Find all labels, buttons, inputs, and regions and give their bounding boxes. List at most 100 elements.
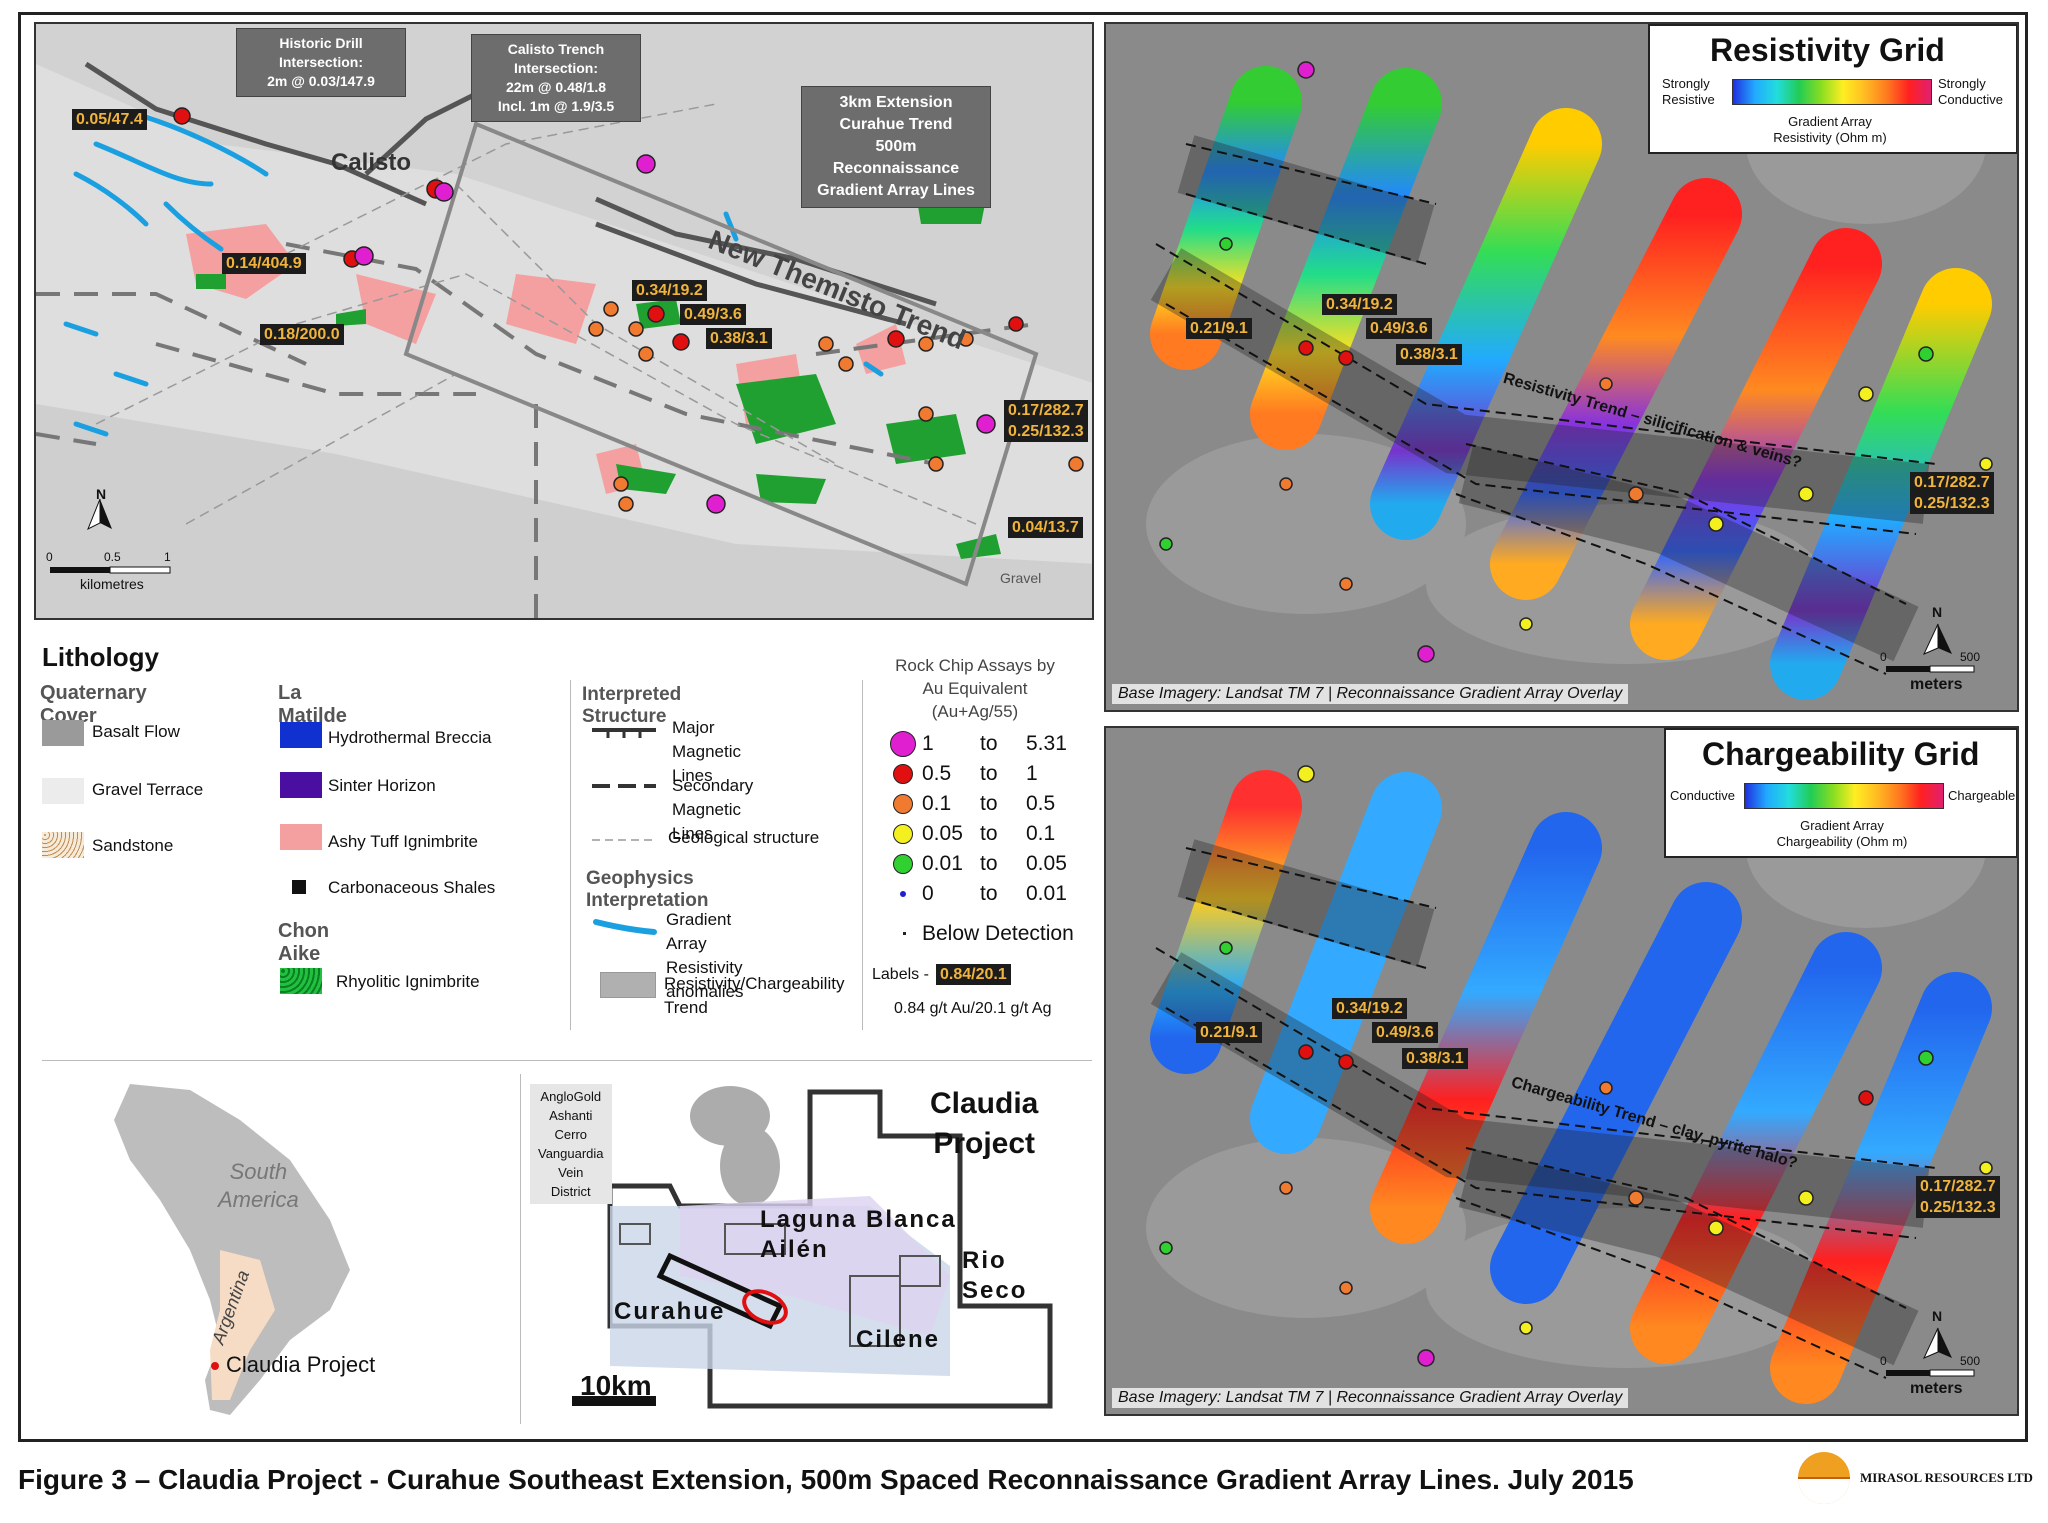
assay-class-from: 0.05: [922, 822, 963, 845]
chargeability-left-end: Conductive: [1670, 788, 1736, 803]
assay-class-dot: [893, 794, 913, 814]
resistivity-canvas: [1106, 24, 2017, 710]
scale-tick: 0.5: [104, 550, 121, 564]
legend-geo-structure: Geological structure: [668, 828, 820, 847]
calisto-label: Calisto: [331, 149, 412, 176]
assay-class-to: to: [980, 882, 998, 905]
resistivity-right-end: Strongly Conductive: [1938, 76, 2004, 107]
sinter-swatch: [280, 772, 322, 798]
legend-rhyolite: Rhyolitic Ignimbrite: [336, 972, 480, 991]
assay-class-to: to: [980, 792, 998, 815]
assay-class-to: to: [980, 732, 998, 755]
assay-label: 0.38/3.1: [1396, 344, 1462, 365]
chargeability-color-ramp: [1744, 783, 1944, 809]
district-label: AngloGold Ashanti Cerro Vanguardia Vein …: [530, 1084, 612, 1204]
legend-divider: [520, 1074, 521, 1424]
assay-class-to: to: [980, 852, 998, 875]
below-detection-dot: [903, 932, 906, 935]
legend-gravel: Gravel Terrace: [92, 780, 204, 799]
assay-label: 0.49/3.6: [1372, 1022, 1438, 1043]
assay-class-upper: 0.5: [1026, 792, 1056, 815]
assay-class-upper: 0.05: [1026, 852, 1067, 875]
company-logo: MIRASOL RESOURCES LTD: [1794, 1448, 2034, 1508]
trend-swatch: [600, 972, 656, 998]
project-location-inset: [572, 1086, 1053, 1409]
assay-class-from: 1: [922, 732, 934, 755]
assay-label: 0.25/132.3: [1004, 421, 1088, 442]
resistivity-left-end: Strongly Resistive: [1662, 76, 1715, 107]
chargeability-legend: Chargeability Grid Conductive Chargeable…: [1664, 728, 2017, 858]
extension-callout: 3km Extension Curahue Trend 500m Reconna…: [801, 86, 991, 208]
lithology-title: Lithology: [42, 642, 159, 672]
assay-label: 0.25/132.3: [1910, 493, 1994, 514]
assay-class-from: 0.5: [922, 762, 952, 785]
geo-structure-icon: [592, 839, 656, 841]
gravel-swatch: [42, 778, 84, 804]
legend-resistivity-anomalies: Gradient Array Resistivity anomalies: [666, 910, 744, 1001]
scale-tick: 1: [164, 550, 171, 564]
assay-label: 0.14/404.9: [222, 253, 306, 274]
assay-label: 0.21/9.1: [1186, 318, 1252, 339]
south-america-inset: [114, 1084, 350, 1415]
logo-text: MIRASOL RESOURCES LTD: [1860, 1470, 2033, 1485]
assay-class-upper: 1: [1026, 762, 1038, 785]
legend-separator: [42, 1060, 1092, 1061]
legend-divider: [570, 680, 571, 1030]
secondary-line-icon: [592, 784, 656, 788]
labels-example: 0.84/20.1: [936, 964, 1011, 985]
resistivity-color-ramp: [1732, 79, 1932, 105]
scale-tick: 0: [1880, 650, 1887, 664]
assay-label: 0.17/282.7: [1004, 400, 1088, 421]
area-rio-seco: Rio Seco: [962, 1247, 1028, 1304]
assay-class-to: to: [980, 822, 998, 845]
north-arrow-icon: N: [1932, 1308, 1943, 1324]
chon-title: Chon Aike: [278, 920, 330, 965]
sandstone-swatch: [42, 832, 84, 858]
assay-label: 0.17/282.7: [1916, 1176, 2000, 1197]
assay-label: 0.21/9.1: [1196, 1022, 1262, 1043]
assay-class-upper: 0.01: [1026, 882, 1067, 905]
assay-label: 0.17/282.7: [1910, 472, 1994, 493]
imagery-credit: Base Imagery: Landsat TM 7 | Reconnaissa…: [1112, 684, 1629, 704]
labels-prefix: Labels -: [872, 966, 929, 983]
scale-unit: kilometres: [80, 576, 144, 592]
legend-shale: Carbonaceous Shales: [328, 878, 496, 897]
area-ailen: Ailén: [760, 1236, 829, 1263]
area-cilene: Cilene: [856, 1326, 941, 1353]
geology-map: Historic Drill Intersection: 2m @ 0.03/1…: [34, 22, 1094, 620]
assay-class-upper: 5.31: [1026, 732, 1067, 755]
assay-class-from: 0.01: [922, 852, 963, 875]
scale-tick: 500: [1960, 1354, 1981, 1368]
legend-below-detection: Below Detection: [922, 922, 1074, 945]
resistivity-anomaly-icon: [593, 919, 657, 935]
assay-label: 0.34/19.2: [632, 280, 707, 301]
major-line-icon: [592, 728, 656, 738]
resistivity-panel: Resistivity Grid Strongly Resistive Stro…: [1104, 22, 2019, 712]
rhyolite-swatch: [280, 968, 322, 994]
assay-class-dot: [893, 824, 913, 844]
matilde-title: La Matilde: [278, 682, 347, 727]
assay-label: 0.05/47.4: [72, 109, 147, 130]
structure-title: Interpreted Structure: [582, 684, 682, 727]
legend-major-lines: Major Magnetic Lines: [672, 718, 741, 785]
area-laguna-blanca: Laguna Blanca: [760, 1206, 957, 1233]
project-title: Claudia Project: [930, 1087, 1039, 1160]
area-curahue: Curahue: [614, 1298, 726, 1325]
scale-unit: meters: [1910, 676, 1963, 693]
assay-class-dot: [890, 731, 916, 757]
assays-title: Rock Chip Assays by Au Equivalent (Au+Ag…: [895, 656, 1055, 721]
scale-tick: 0: [1880, 1354, 1887, 1368]
legend-tuff: Ashy Tuff Ignimbrite: [328, 832, 478, 851]
legend-secondary-lines: Secondary Magnetic Lines: [672, 776, 754, 843]
breccia-swatch: [280, 722, 322, 748]
basalt-swatch: [42, 720, 84, 746]
scale-tick: 500: [1960, 650, 1981, 664]
assay-label: 0.18/200.0: [260, 324, 344, 345]
resistivity-title: Resistivity Grid: [1710, 32, 1945, 68]
north-arrow-icon: N: [1932, 604, 1943, 620]
scale-unit: meters: [1910, 1380, 1963, 1397]
assay-class-from: 0: [922, 882, 934, 905]
assay-class-to: to: [980, 762, 998, 785]
gravel-label: Gravel: [1000, 570, 1042, 586]
assay-label: 0.34/19.2: [1322, 294, 1397, 315]
